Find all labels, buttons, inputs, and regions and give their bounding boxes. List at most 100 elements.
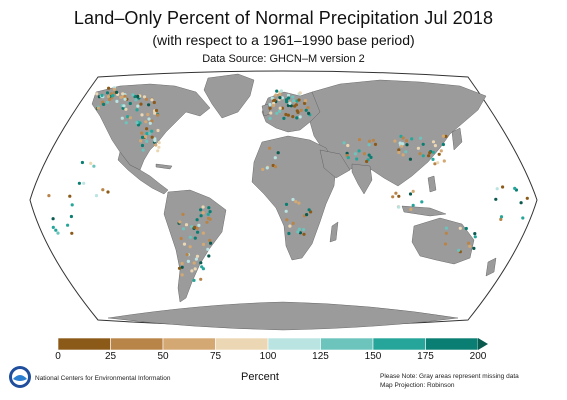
station-dot: [269, 111, 273, 115]
station-dot: [123, 97, 127, 101]
philippines: [427, 175, 437, 193]
station-dot: [418, 152, 422, 156]
station-dot: [427, 154, 431, 158]
station-dot: [56, 231, 60, 235]
station-dot: [70, 203, 74, 207]
station-dot: [431, 150, 435, 154]
station-dot: [367, 153, 371, 157]
colorbar-tick-label: 75: [209, 351, 222, 362]
colorbar-title: Percent: [241, 371, 279, 383]
station-dot: [153, 111, 157, 115]
station-dot: [147, 103, 151, 107]
station-dot: [305, 213, 309, 217]
station-dot: [141, 148, 145, 152]
colorbar-segment: [425, 337, 479, 351]
missing-data-note: Please Note: Gray areas represent missin…: [380, 373, 519, 380]
new-zealand: [485, 257, 497, 277]
station-dot: [272, 98, 277, 102]
station-dot: [284, 202, 289, 206]
station-dot: [150, 119, 154, 123]
station-dot: [192, 278, 196, 282]
station-dot: [296, 230, 300, 234]
station-dot: [147, 117, 151, 121]
station-dot: [473, 232, 477, 236]
station-dot: [297, 227, 301, 231]
station-dot: [274, 93, 278, 97]
station-dot: [208, 217, 212, 221]
station-dot: [261, 167, 265, 171]
station-dot: [397, 194, 401, 198]
station-dot: [51, 217, 55, 221]
station-dot: [280, 96, 284, 100]
station-dot: [208, 210, 212, 214]
station-dot: [80, 160, 84, 165]
station-dot: [298, 231, 302, 235]
station-dot: [126, 115, 130, 119]
station-dot: [179, 236, 183, 241]
station-dot: [411, 203, 415, 207]
station-dot: [136, 94, 140, 98]
station-dot: [436, 161, 440, 165]
station-dot: [285, 100, 289, 104]
station-dot: [355, 157, 359, 161]
station-dot: [107, 86, 111, 90]
station-dot: [146, 112, 150, 117]
station-dot: [150, 98, 154, 102]
station-dot: [184, 223, 189, 227]
station-dot: [279, 89, 283, 93]
colorbar-tick-label: 0: [55, 351, 61, 362]
station-dot: [278, 92, 282, 96]
station-dot: [106, 190, 110, 194]
colorbar-tick-label: 175: [417, 351, 434, 362]
station-dot: [100, 93, 104, 97]
station-dot: [346, 143, 350, 148]
station-dot: [294, 103, 298, 107]
station-dot: [196, 230, 200, 234]
station-dot: [150, 129, 154, 133]
station-dot: [408, 192, 413, 196]
station-dot: [345, 151, 349, 155]
station-dot: [136, 123, 141, 127]
colorbar-tick-label: 200: [469, 351, 487, 362]
station-dot: [298, 91, 302, 95]
station-dot: [431, 157, 435, 161]
station-dot: [519, 201, 523, 205]
station-dot: [128, 116, 132, 120]
station-dot: [405, 139, 409, 143]
station-dot: [357, 149, 361, 153]
station-dot: [458, 226, 462, 230]
station-dot: [391, 195, 395, 199]
station-dot: [278, 106, 282, 110]
station-dot: [286, 93, 291, 97]
station-dot: [397, 205, 401, 209]
station-dot: [143, 134, 148, 139]
station-dot: [105, 91, 110, 95]
station-dot: [494, 197, 498, 201]
station-dot: [433, 144, 437, 148]
station-dot: [393, 139, 397, 143]
station-dot: [441, 134, 445, 138]
station-dot: [442, 159, 446, 163]
station-dot: [185, 253, 189, 257]
station-dot: [411, 189, 415, 193]
station-dot: [404, 150, 408, 154]
station-dot: [270, 96, 274, 100]
station-dot: [51, 225, 55, 229]
station-dot: [153, 139, 157, 143]
colorbar-segment: [372, 337, 426, 351]
station-dot: [135, 108, 139, 112]
station-dot: [192, 261, 196, 265]
greenland: [203, 73, 255, 119]
colorbar-segments: [57, 337, 479, 351]
station-dot: [124, 107, 128, 111]
station-dot: [521, 216, 525, 220]
station-dot: [410, 137, 414, 141]
station-dot: [95, 92, 99, 96]
station-dot: [353, 152, 357, 156]
station-dot: [201, 242, 206, 246]
station-dot: [303, 99, 308, 103]
station-dot: [439, 149, 443, 153]
station-dot: [444, 134, 448, 138]
